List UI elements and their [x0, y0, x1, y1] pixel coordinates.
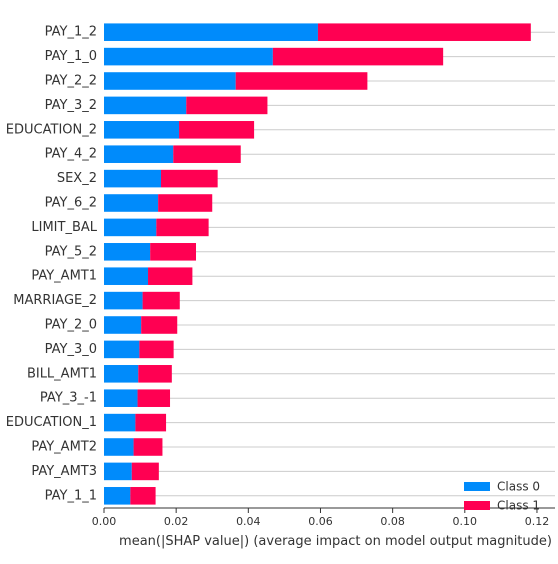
- category-label: PAY_3_0: [45, 342, 97, 357]
- bar-PAY_6_2-class-0: [104, 194, 159, 212]
- bar-MARRIAGE_2-class-1: [142, 291, 180, 310]
- bar-EDUCATION_2-class-0: [104, 121, 180, 139]
- bar-MARRIAGE_2-class-0: [104, 291, 143, 310]
- bar-LIMIT_BAL-class-0: [104, 218, 157, 237]
- bar-PAY_2_0-class-0: [104, 316, 142, 334]
- x-ticks: 0.00 0.02 0.04 0.06 0.08 0.10 0.12: [92, 508, 549, 528]
- bar-PAY_1_0-class-0: [104, 47, 273, 66]
- bar-PAY_AMT1-class-1: [148, 267, 193, 285]
- bar-PAY_AMT2-class-0: [104, 438, 134, 456]
- category-label: PAY_4_2: [45, 147, 97, 162]
- category-label: PAY_AMT2: [31, 440, 97, 455]
- legend: Class 0 Class 1: [464, 480, 540, 513]
- x-tick-label: 0.10: [453, 515, 478, 528]
- bar-PAY_1_0-class-1: [272, 47, 444, 66]
- bar-PAY_2_2-class-0: [104, 72, 236, 90]
- bar-PAY_2_0-class-1: [141, 316, 178, 334]
- bar-PAY_AMT3-class-0: [104, 462, 132, 481]
- bar-PAY_1_1-class-0: [104, 487, 131, 505]
- category-label: PAY_2_2: [45, 74, 97, 89]
- bar-PAY_2_2-class-1: [235, 72, 368, 90]
- category-label: PAY_2_0: [45, 318, 97, 333]
- category-label: BILL_AMT1: [27, 366, 97, 381]
- x-tick-label: 0.08: [380, 515, 405, 528]
- bar-PAY_1_2-class-0: [104, 23, 318, 41]
- bars: [104, 23, 531, 505]
- bar-PAY_4_2-class-1: [173, 145, 241, 163]
- category-label: PAY_AMT3: [31, 464, 97, 479]
- category-label: PAY_1_2: [45, 25, 97, 40]
- category-label: PAY_6_2: [45, 196, 97, 211]
- category-label: EDUCATION_2: [6, 122, 97, 137]
- bar-PAY_3_-1-class-1: [137, 389, 171, 407]
- legend-swatch-class-0: [464, 482, 490, 491]
- bar-SEX_2-class-0: [104, 169, 162, 188]
- category-label: PAY_5_2: [45, 244, 97, 259]
- category-label: LIMIT_BAL: [31, 220, 97, 235]
- bar-BILL_AMT1-class-1: [138, 365, 172, 383]
- bar-LIMIT_BAL-class-1: [156, 218, 209, 237]
- category-label: MARRIAGE_2: [13, 293, 97, 308]
- category-label: PAY_1_1: [45, 488, 97, 503]
- category-label: SEX_2: [57, 171, 97, 186]
- legend-label-class-0: Class 0: [497, 480, 540, 494]
- x-tick-label: 0.06: [308, 515, 333, 528]
- bar-PAY_6_2-class-1: [158, 194, 213, 212]
- category-label: PAY_AMT1: [31, 269, 97, 284]
- bar-PAY_3_-1-class-0: [104, 389, 138, 407]
- bar-PAY_3_0-class-0: [104, 340, 140, 359]
- bar-PAY_5_2-class-0: [104, 243, 151, 261]
- legend-label-class-1: Class 1: [497, 499, 540, 513]
- bar-EDUCATION_1-class-1: [135, 413, 167, 432]
- bar-PAY_AMT1-class-0: [104, 267, 149, 285]
- bar-PAY_3_0-class-1: [139, 340, 174, 359]
- bar-PAY_1_1-class-1: [130, 487, 156, 505]
- bar-PAY_4_2-class-0: [104, 145, 174, 163]
- bar-PAY_AMT2-class-1: [133, 438, 163, 456]
- bar-PAY_5_2-class-1: [150, 243, 197, 261]
- category-label: PAY_1_0: [45, 49, 97, 64]
- bar-PAY_3_2-class-0: [104, 96, 187, 115]
- bar-PAY_AMT3-class-1: [131, 462, 159, 481]
- x-tick-label: 0.04: [236, 515, 261, 528]
- bar-BILL_AMT1-class-0: [104, 365, 139, 383]
- bar-PAY_3_2-class-1: [186, 96, 268, 115]
- category-labels: PAY_1_2 PAY_1_0 PAY_2_2 PAY_3_2 EDUCATION_2 P…: [6, 25, 98, 504]
- bar-PAY_1_2-class-1: [317, 23, 531, 41]
- x-tick-label: 0.00: [92, 515, 117, 528]
- x-tick-label: 0.02: [164, 515, 189, 528]
- bar-SEX_2-class-1: [161, 169, 218, 188]
- legend-swatch-class-1: [464, 501, 490, 510]
- category-label: PAY_3_2: [45, 98, 97, 113]
- category-label: EDUCATION_1: [6, 415, 97, 430]
- x-tick-label: 0.12: [525, 515, 550, 528]
- x-axis-title: mean(|SHAP value|) (average impact on mo…: [119, 534, 552, 549]
- bar-EDUCATION_1-class-0: [104, 413, 136, 432]
- category-label: PAY_3_-1: [40, 391, 97, 406]
- bar-EDUCATION_2-class-1: [179, 121, 255, 139]
